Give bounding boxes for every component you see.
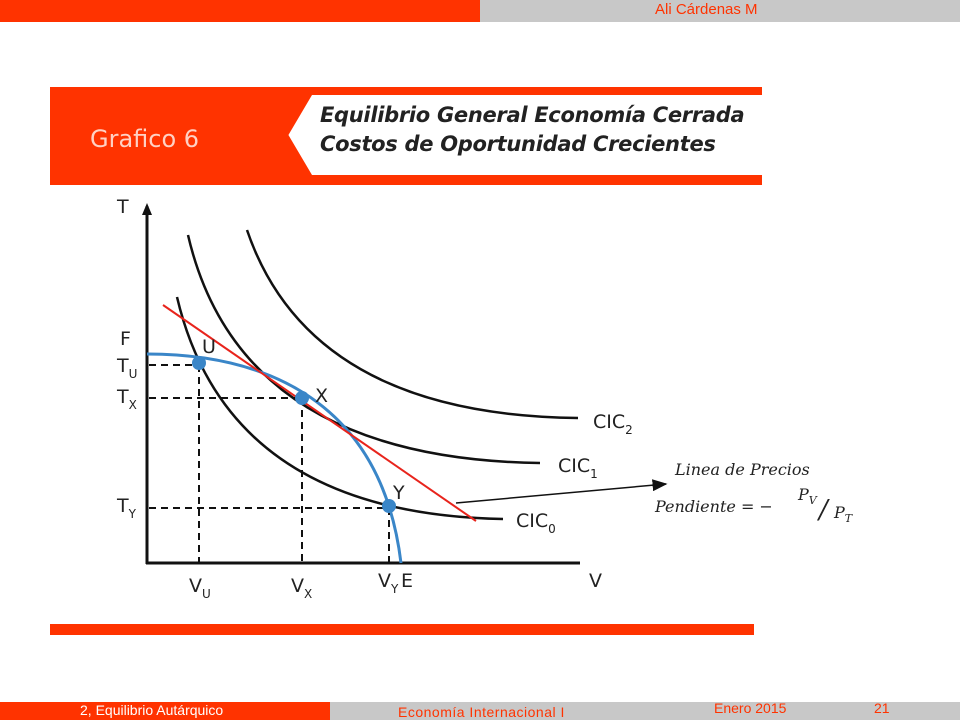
tu-label: TU [116,355,137,381]
cic0-curve [175,296,504,521]
footer-page-number: 21 [874,700,890,716]
v-axis-label: V [589,570,602,592]
title-banner: Grafico 6 Equilibrio General Economía Ce… [50,95,762,175]
title-red-tab [50,95,312,175]
slope-slash: / [816,495,830,525]
ty-label: TY [116,495,137,521]
footer-date: Enero 2015 [714,700,787,716]
chart-number: Grafico 6 [90,125,200,153]
vu-label: VU [189,575,211,601]
tx-label: TX [116,386,137,412]
cic2-curve [245,229,579,420]
footer-gray [330,702,960,720]
slope-label: Pendiente = − [654,497,773,516]
slope-denominator: PT [833,503,854,525]
t-axis-arrow-icon [142,203,152,215]
footer-accent [0,702,330,720]
cic2-label: CIC2 [593,411,633,437]
production-frontier [146,352,403,564]
author-name: Ali Cárdenas M [655,1,758,18]
top-bar-gray [480,0,960,22]
top-bar-accent [0,0,480,22]
point-y [382,499,396,513]
point-x [295,391,309,405]
e-intercept-label: E [401,570,413,592]
cic0-label: CIC0 [516,510,556,536]
point-y-label: Y [392,482,405,504]
cic1-curve [186,234,541,465]
footer-course: Economía Internacional I [398,704,565,720]
slide-heading: Equilibrio General Economía Cerrada Cost… [320,101,745,159]
bottom-rule [50,624,754,635]
point-u-label: U [202,336,216,358]
cic1-label: CIC1 [558,455,598,481]
vy-label: VY [378,570,399,596]
point-x-label: X [315,385,328,407]
slope-numerator: PV [797,485,818,507]
point-u [192,356,206,370]
title-top-rule [50,87,762,95]
vx-label: VX [291,575,312,601]
annotation-arrow [455,479,668,504]
heading-line-1: Equilibrio General Economía Cerrada [320,103,745,127]
title-bottom-rule [50,175,762,185]
footer-section: 2, Equilibrio Autárquico [80,702,224,718]
price-line-label: Linea de Precios [674,460,810,479]
heading-line-2: Costos de Oportunidad Crecientes [320,132,716,156]
price-line [162,304,477,522]
f-intercept-label: F [120,328,131,350]
t-axis-label: T [116,196,129,218]
